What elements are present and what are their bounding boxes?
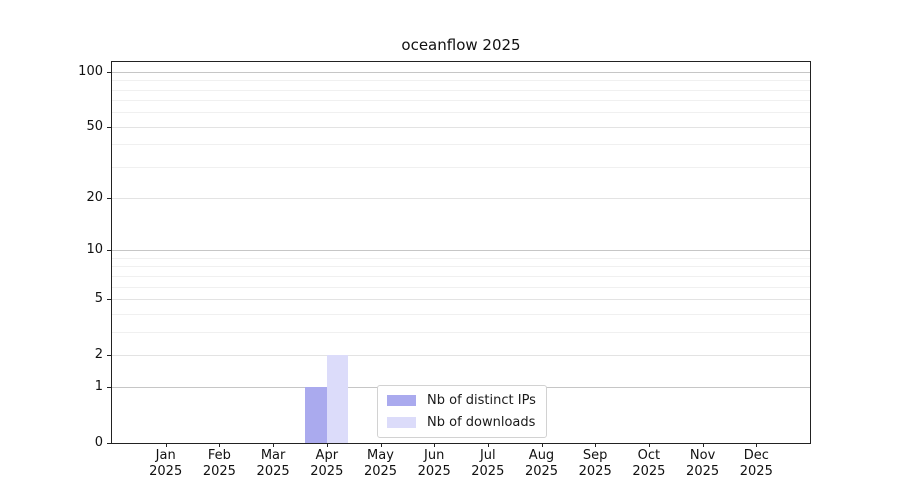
x-tick-mark bbox=[487, 443, 489, 447]
gridline-y-30 bbox=[112, 166, 810, 168]
x-tick-month: Mar bbox=[260, 448, 286, 463]
y-tick-mark bbox=[107, 443, 111, 444]
x-tick-year: 2025 bbox=[471, 464, 505, 479]
gridline-y-80 bbox=[112, 89, 810, 91]
x-tick-mark bbox=[219, 443, 221, 447]
x-tick-label: Apr 2025 bbox=[310, 448, 343, 480]
y-tick-mark bbox=[107, 126, 111, 128]
gridline-y-9 bbox=[112, 257, 810, 259]
gridline-y-2 bbox=[112, 354, 810, 356]
legend-label: Nb of distinct IPs bbox=[427, 393, 536, 408]
x-tick-month: Oct bbox=[637, 448, 661, 463]
x-tick-label: Nov 2025 bbox=[686, 448, 719, 480]
x-tick-mark bbox=[326, 443, 328, 447]
gridline-y-3 bbox=[112, 331, 810, 333]
bar-distinct-ips-apr bbox=[305, 387, 327, 443]
y-tick-label: 10 bbox=[86, 242, 103, 258]
plot-area: Nb of distinct IPs Nb of downloads bbox=[111, 61, 811, 444]
x-tick-mark bbox=[541, 443, 543, 447]
x-tick-label: Mar 2025 bbox=[257, 448, 290, 480]
y-tick-label: 100 bbox=[78, 63, 103, 79]
x-tick-month: Jul bbox=[479, 448, 496, 463]
x-tick-mark bbox=[756, 443, 758, 447]
x-tick-year: 2025 bbox=[686, 464, 720, 479]
gridline-y-100 bbox=[112, 71, 810, 73]
x-tick-label: Feb 2025 bbox=[203, 448, 236, 480]
x-tick-month: Nov bbox=[689, 448, 716, 463]
x-tick-label: Dec 2025 bbox=[740, 448, 773, 480]
y-tick-label: 20 bbox=[86, 190, 103, 206]
y-tick-mark bbox=[107, 198, 111, 200]
x-tick-label: Sep 2025 bbox=[579, 448, 612, 480]
x-tick-year: 2025 bbox=[310, 464, 344, 479]
bar-downloads-apr bbox=[326, 354, 349, 443]
x-tick-label: Oct 2025 bbox=[632, 448, 665, 480]
x-tick-month: Sep bbox=[582, 448, 608, 463]
gridline-y-10 bbox=[112, 250, 810, 252]
x-tick-mark bbox=[434, 443, 436, 447]
chart-title: oceanflow 2025 bbox=[401, 36, 521, 54]
gridline-y-5 bbox=[112, 298, 810, 300]
y-tick-mark bbox=[107, 354, 111, 356]
y-tick-mark bbox=[107, 387, 111, 389]
legend-swatch-icon bbox=[387, 395, 416, 406]
x-tick-year: 2025 bbox=[739, 464, 773, 479]
gridline-y-8 bbox=[112, 266, 810, 268]
x-tick-year: 2025 bbox=[417, 464, 451, 479]
x-tick-year: 2025 bbox=[632, 464, 666, 479]
y-tick-label: 50 bbox=[86, 118, 103, 134]
gridline-y-20 bbox=[112, 198, 810, 200]
x-tick-mark bbox=[595, 443, 597, 447]
x-tick-year: 2025 bbox=[149, 464, 183, 479]
x-tick-year: 2025 bbox=[578, 464, 612, 479]
x-tick-label: Jun 2025 bbox=[418, 448, 451, 480]
x-tick-year: 2025 bbox=[524, 464, 559, 479]
y-tick-label: 0 bbox=[94, 435, 103, 450]
legend-label: Nb of downloads bbox=[427, 415, 536, 430]
y-tick-mark bbox=[107, 71, 111, 73]
x-tick-label: Jul 2025 bbox=[471, 448, 504, 480]
gridline-y-40 bbox=[112, 144, 810, 146]
x-tick-year: 2025 bbox=[363, 464, 398, 479]
x-tick-month: Dec bbox=[743, 448, 769, 463]
x-tick-label: May 2025 bbox=[364, 448, 397, 480]
x-tick-label: Jan 2025 bbox=[149, 448, 182, 480]
x-tick-month: Jan bbox=[155, 448, 176, 463]
x-tick-month: Feb bbox=[207, 448, 231, 463]
x-tick-month: Aug bbox=[528, 448, 555, 463]
gridline-y-6 bbox=[112, 286, 810, 288]
legend-item: Nb of downloads bbox=[387, 415, 536, 430]
y-tick-label: 2 bbox=[94, 346, 103, 362]
x-tick-month: Apr bbox=[315, 448, 339, 463]
gridline-y-60 bbox=[112, 112, 810, 114]
gridline-y-7 bbox=[112, 275, 810, 277]
x-tick-year: 2025 bbox=[256, 464, 290, 479]
gridline-y-4 bbox=[112, 313, 810, 315]
x-tick-month: May bbox=[367, 448, 394, 463]
x-tick-mark bbox=[165, 443, 167, 447]
legend: Nb of distinct IPs Nb of downloads bbox=[377, 385, 547, 438]
y-tick-label: 5 bbox=[94, 290, 103, 306]
x-tick-mark bbox=[273, 443, 275, 447]
x-tick-mark bbox=[380, 443, 382, 447]
y-tick-mark bbox=[107, 250, 111, 252]
x-tick-label: Aug 2025 bbox=[525, 448, 558, 480]
x-tick-mark bbox=[702, 443, 704, 447]
legend-item: Nb of distinct IPs bbox=[387, 393, 536, 408]
x-tick-mark bbox=[648, 443, 650, 447]
y-tick-mark bbox=[107, 298, 111, 300]
legend-swatch-icon bbox=[387, 417, 416, 428]
gridline-y-70 bbox=[112, 100, 810, 102]
gridline-y-50 bbox=[112, 126, 810, 128]
gridline-y-90 bbox=[112, 80, 810, 82]
y-tick-label: 1 bbox=[94, 379, 103, 395]
x-tick-year: 2025 bbox=[202, 464, 236, 479]
x-tick-month: Jun bbox=[424, 448, 445, 463]
